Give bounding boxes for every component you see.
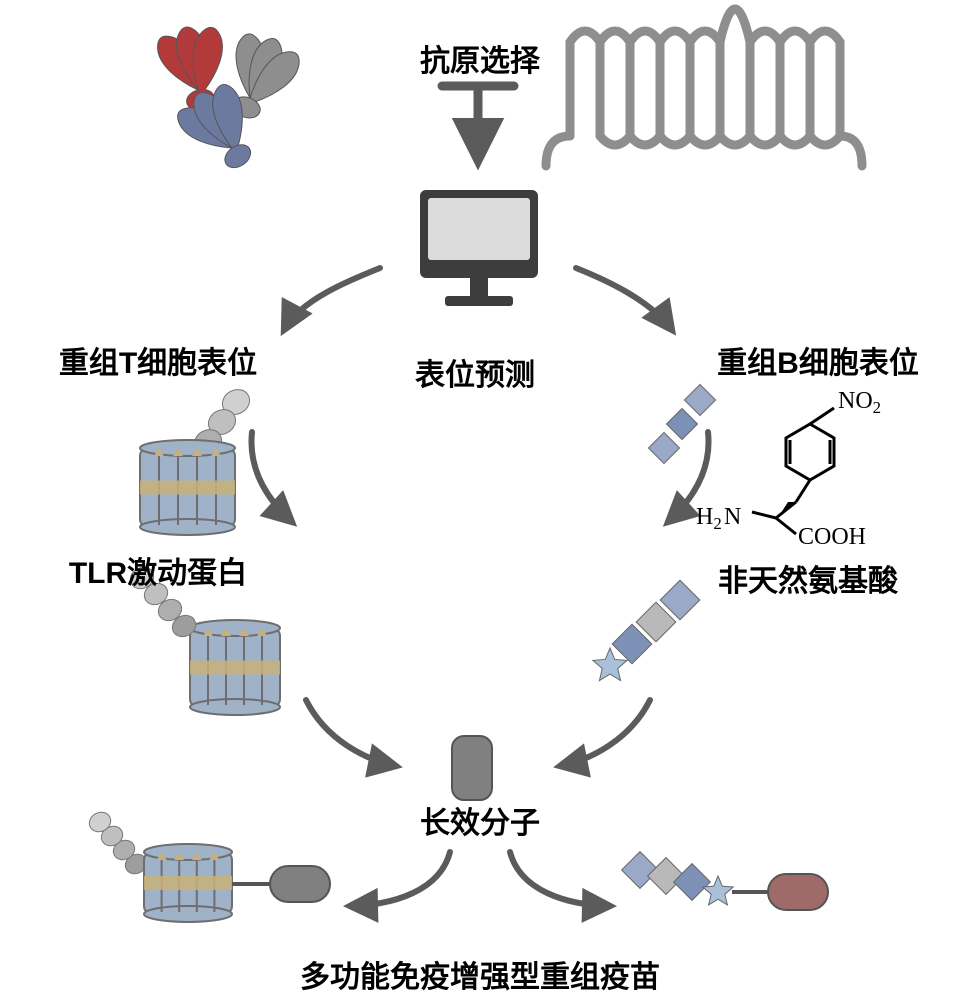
- membrane-protein-icon: [546, 9, 862, 166]
- svg-text:NO2: NO2: [838, 388, 881, 417]
- label-tcell: 重组T细胞表位: [28, 338, 288, 382]
- arrow-curve-R1: [576, 268, 672, 330]
- svg-text:N: N: [724, 504, 741, 530]
- bcell-fusion-icon: [593, 580, 700, 680]
- label-bcell: 重组B细胞表位: [688, 338, 948, 382]
- chem-h2: H2: [696, 504, 722, 533]
- label-uaa: 非天然氨基酸: [688, 556, 928, 600]
- label-epitope: 表位预测: [375, 350, 575, 394]
- art-layer: NO2 H2N COOH: [86, 9, 881, 922]
- monitor-icon: [420, 190, 538, 306]
- tlr-barrel-icon: [140, 440, 235, 535]
- label-tlr: TLR激动蛋白: [38, 548, 278, 592]
- unnatural-aa-structure-icon: NO2 H2N COOH: [696, 388, 881, 550]
- long-acting-capsule-icon: [452, 736, 492, 800]
- arrow-down-BR: [510, 852, 610, 906]
- arrow-down-BL: [350, 852, 450, 906]
- final-construct-left-icon: [86, 809, 330, 922]
- arrow-curve-L3: [306, 700, 396, 766]
- spike-trimers-icon: [147, 16, 312, 185]
- label-final: 多功能免疫增强型重组疫苗: [260, 952, 700, 996]
- label-antigen: 抗原选择: [380, 36, 580, 80]
- label-longact: 长效分子: [380, 798, 580, 842]
- arrow-curve-L2: [251, 432, 292, 522]
- diagram-svg: NO2 H2N COOH: [0, 0, 956, 1000]
- final-construct-right-icon: [622, 852, 828, 910]
- arrow-curve-R3: [560, 700, 650, 766]
- svg-text:COOH: COOH: [798, 524, 866, 550]
- arrow-curve-L1: [284, 268, 380, 330]
- diagram-root: NO2 H2N COOH 抗原选择表位预测 重组T细胞表位 重组B细胞表位 TLR激动蛋白…: [0, 0, 956, 1000]
